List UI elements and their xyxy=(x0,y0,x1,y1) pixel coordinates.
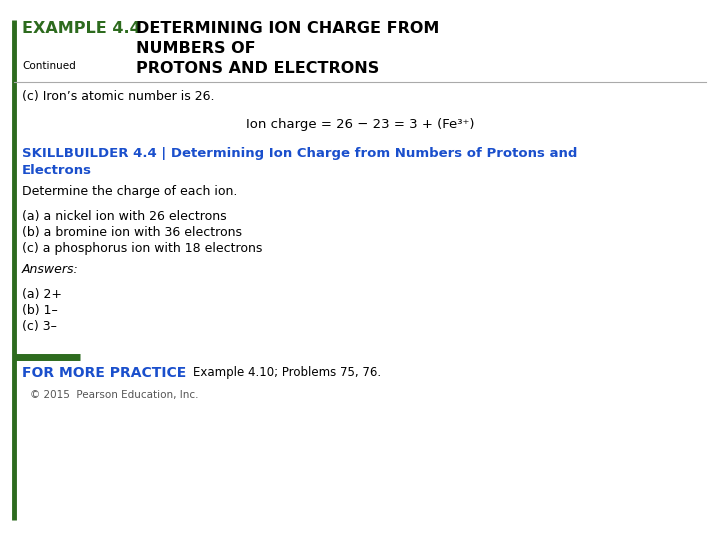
Text: Determine the charge of each ion.: Determine the charge of each ion. xyxy=(22,185,238,198)
Text: Electrons: Electrons xyxy=(22,164,92,177)
Text: Example 4.10; Problems 75, 76.: Example 4.10; Problems 75, 76. xyxy=(193,366,381,379)
Text: FOR MORE PRACTICE: FOR MORE PRACTICE xyxy=(22,366,186,380)
Text: © 2015  Pearson Education, Inc.: © 2015 Pearson Education, Inc. xyxy=(30,390,199,400)
Text: SKILLBUILDER 4.4 | Determining Ion Charge from Numbers of Protons and: SKILLBUILDER 4.4 | Determining Ion Charg… xyxy=(22,147,577,160)
Text: (a) 2+: (a) 2+ xyxy=(22,288,62,301)
Text: NUMBERS OF: NUMBERS OF xyxy=(136,41,256,56)
Text: (c) a phosphorus ion with 18 electrons: (c) a phosphorus ion with 18 electrons xyxy=(22,242,262,255)
Text: (c) 3–: (c) 3– xyxy=(22,320,57,333)
Text: (b) a bromine ion with 36 electrons: (b) a bromine ion with 36 electrons xyxy=(22,226,242,239)
Text: Continued: Continued xyxy=(22,61,76,71)
Text: (c) Iron’s atomic number is 26.: (c) Iron’s atomic number is 26. xyxy=(22,90,215,103)
Text: (b) 1–: (b) 1– xyxy=(22,304,58,317)
Text: DETERMINING ION CHARGE FROM: DETERMINING ION CHARGE FROM xyxy=(136,21,439,36)
Text: EXAMPLE 4.4: EXAMPLE 4.4 xyxy=(22,21,146,36)
Text: Ion charge = 26 − 23 = 3 + (Fe³⁺): Ion charge = 26 − 23 = 3 + (Fe³⁺) xyxy=(246,118,474,131)
Text: (a) a nickel ion with 26 electrons: (a) a nickel ion with 26 electrons xyxy=(22,210,227,223)
Text: Answers:: Answers: xyxy=(22,263,78,276)
Text: PROTONS AND ELECTRONS: PROTONS AND ELECTRONS xyxy=(136,61,379,76)
